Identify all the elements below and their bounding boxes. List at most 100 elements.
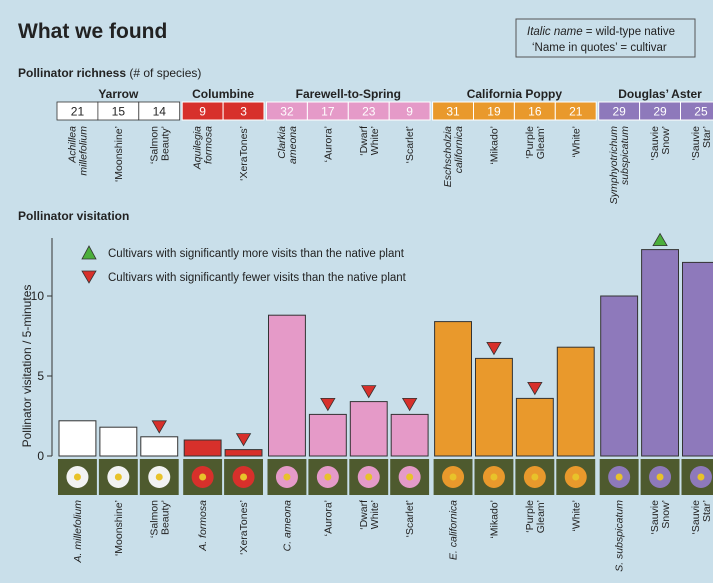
flower-photo — [433, 459, 473, 495]
flower-photo — [599, 459, 639, 495]
richness-cell — [222, 101, 265, 121]
richness-value: 3 — [240, 105, 247, 119]
bar — [224, 449, 263, 457]
flower-photo — [640, 459, 680, 495]
x-tick-labels: A. millefolium ‘Moonshine’ ‘Salmon Beauty’ A… — [72, 500, 713, 572]
page-title: What we found — [18, 20, 167, 43]
flower-center-icon — [406, 473, 414, 481]
richness-value: 32 — [280, 105, 294, 119]
group-label: Columbine — [192, 87, 254, 101]
flower-center-icon — [283, 473, 291, 481]
flower-photo — [267, 459, 307, 495]
group-label: Douglas’ Aster — [618, 87, 702, 101]
richness-table: Yarrow Columbine Farewell-to-Spring Califor… — [56, 87, 713, 204]
richness-title-sub: (# of species) — [126, 66, 201, 80]
down-triangle-icon — [81, 270, 97, 284]
flower-photo — [390, 459, 430, 495]
richness-value: 14 — [153, 105, 167, 119]
flower-center-icon — [365, 473, 373, 481]
flower-photo — [349, 459, 389, 495]
plant-label: ‘XeraTones’ — [238, 126, 250, 181]
bar — [349, 401, 388, 457]
richness-value: 19 — [487, 105, 501, 119]
plant-label: millefolium — [77, 126, 89, 176]
flower-center-icon — [449, 473, 457, 481]
flower-center-icon — [656, 473, 664, 481]
bar — [99, 426, 138, 457]
richness-value: 25 — [694, 105, 708, 119]
bar — [140, 436, 179, 457]
plant-label: ‘Sauvie — [690, 126, 702, 161]
flower-center-icon — [490, 473, 498, 481]
richness-value: 16 — [528, 105, 542, 119]
bar — [475, 357, 513, 457]
richness-cell — [388, 101, 431, 121]
richness-cell — [680, 101, 713, 121]
flower-center-icon — [73, 473, 81, 481]
x-tick-label: Star’ — [701, 500, 713, 522]
flower-photo — [98, 459, 138, 495]
fewer-visits-marker — [486, 341, 502, 356]
group-label: Yarrow — [98, 87, 139, 101]
plant-label: Symphyotrichum — [608, 126, 620, 204]
flower-center-icon — [324, 473, 332, 481]
x-tick-label: ‘Sauvie — [649, 500, 661, 535]
bar-plot — [58, 232, 713, 457]
plant-label: ‘Moonshine’ — [113, 126, 125, 182]
x-tick-label: ‘Moonshine’ — [113, 500, 125, 556]
bar — [434, 321, 473, 457]
x-tick-label: ‘Purple — [524, 500, 536, 533]
plant-label: Beauty’ — [159, 126, 171, 161]
fewer-visits-marker — [235, 433, 252, 447]
bar — [641, 249, 679, 457]
richness-value: 31 — [446, 105, 460, 119]
flower-center-icon — [114, 473, 122, 481]
flower-photo — [474, 459, 514, 495]
fewer-visits-marker — [320, 397, 336, 412]
plant-label: californica — [453, 126, 465, 173]
richness-value: 21 — [71, 105, 85, 119]
plant-label: ‘Scarlet’ — [404, 126, 416, 163]
x-tick-label: ‘Mikado’ — [488, 500, 500, 539]
flower-photos — [58, 459, 713, 495]
x-tick-label: ‘Salmon — [148, 500, 160, 538]
plant-label: Aquilegia — [192, 126, 204, 170]
legend-box-italic: Italic name — [527, 26, 583, 38]
bar — [58, 420, 97, 457]
flower-photo — [139, 459, 179, 495]
plant-label: ameona — [287, 126, 299, 164]
flower-photo — [515, 459, 555, 495]
x-tick-label: ‘XeraTones’ — [238, 500, 250, 555]
flower-center-icon — [199, 473, 207, 481]
flower-photo — [58, 459, 97, 495]
y-tick-label: 5 — [37, 369, 44, 383]
legend-fewer-label: Cultivars with significantly fewer visit… — [108, 272, 407, 284]
richness-value: 29 — [653, 105, 667, 119]
legend-more-label: Cultivars with significantly more visits… — [108, 248, 405, 260]
richness-value: 15 — [112, 105, 126, 119]
visitation-legend: Cultivars with significantly more visits… — [81, 245, 407, 284]
x-tick-label: S. subspicatum — [614, 500, 626, 572]
x-tick-label: ‘Sauvie — [690, 500, 702, 535]
group-label: California Poppy — [467, 87, 563, 101]
plant-label: ‘Sauvie — [649, 126, 661, 161]
flower-photo — [556, 459, 596, 495]
richness-title-main: Pollinator richness — [18, 66, 126, 80]
bar — [390, 413, 429, 457]
plant-label: Achillea — [66, 126, 78, 164]
plant-label: Gleam’ — [535, 126, 547, 159]
y-tick-label: 0 — [37, 449, 44, 463]
plant-label: Eschscholzia — [442, 126, 454, 187]
bar — [183, 439, 222, 457]
visitation-title: Pollinator visitation — [18, 209, 129, 223]
legend-box-rest: = wild-type native — [583, 26, 675, 38]
richness-cell — [554, 101, 597, 121]
x-tick-label: A. millefolium — [72, 500, 84, 564]
x-tick-label: ‘Scarlet’ — [404, 500, 416, 537]
plant-label: Clarkia — [276, 126, 288, 159]
legend-box-line1: Italic name = wild-type native — [527, 26, 675, 38]
flower-photo — [224, 459, 263, 495]
x-tick-label: Snow’ — [660, 500, 672, 529]
x-tick-label: ‘White’ — [570, 500, 582, 532]
